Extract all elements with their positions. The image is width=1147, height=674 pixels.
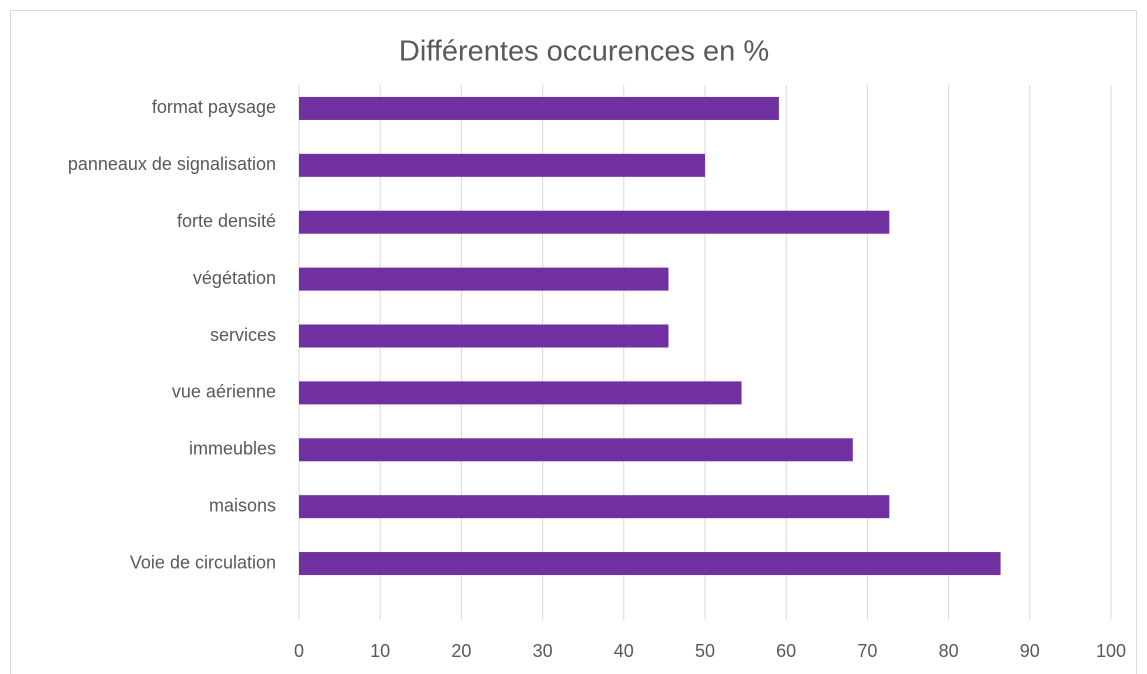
y-tick-label: immeubles [189, 439, 276, 459]
bar [299, 267, 669, 291]
x-tick-label: 90 [1020, 641, 1040, 661]
y-tick-label: forte densité [177, 211, 276, 231]
bar [299, 381, 742, 405]
bar [299, 153, 705, 177]
y-tick-label: vue aérienne [172, 382, 276, 402]
bar [299, 552, 1001, 576]
bar [299, 495, 890, 519]
y-tick-label: végétation [193, 268, 276, 288]
bar [299, 438, 853, 462]
x-tick-label: 60 [776, 641, 796, 661]
y-tick-label: panneaux de signalisation [68, 154, 276, 174]
x-tick-label: 80 [939, 641, 959, 661]
x-tick-label: 100 [1096, 641, 1126, 661]
x-tick-label: 10 [370, 641, 390, 661]
y-tick-label: Voie de circulation [130, 552, 276, 572]
bar [299, 96, 779, 120]
bar [299, 210, 890, 234]
x-tick-label: 30 [533, 641, 553, 661]
x-tick-label: 70 [857, 641, 877, 661]
y-tick-label: maisons [209, 495, 276, 515]
chart-title: Différentes occurences en % [399, 36, 769, 68]
x-tick-label: 50 [695, 641, 715, 661]
x-tick-label: 0 [294, 641, 304, 661]
y-tick-label: services [210, 325, 276, 345]
x-tick-label: 20 [451, 641, 471, 661]
y-tick-label: format paysage [152, 97, 276, 117]
bar [299, 324, 669, 348]
x-tick-label: 40 [614, 641, 634, 661]
